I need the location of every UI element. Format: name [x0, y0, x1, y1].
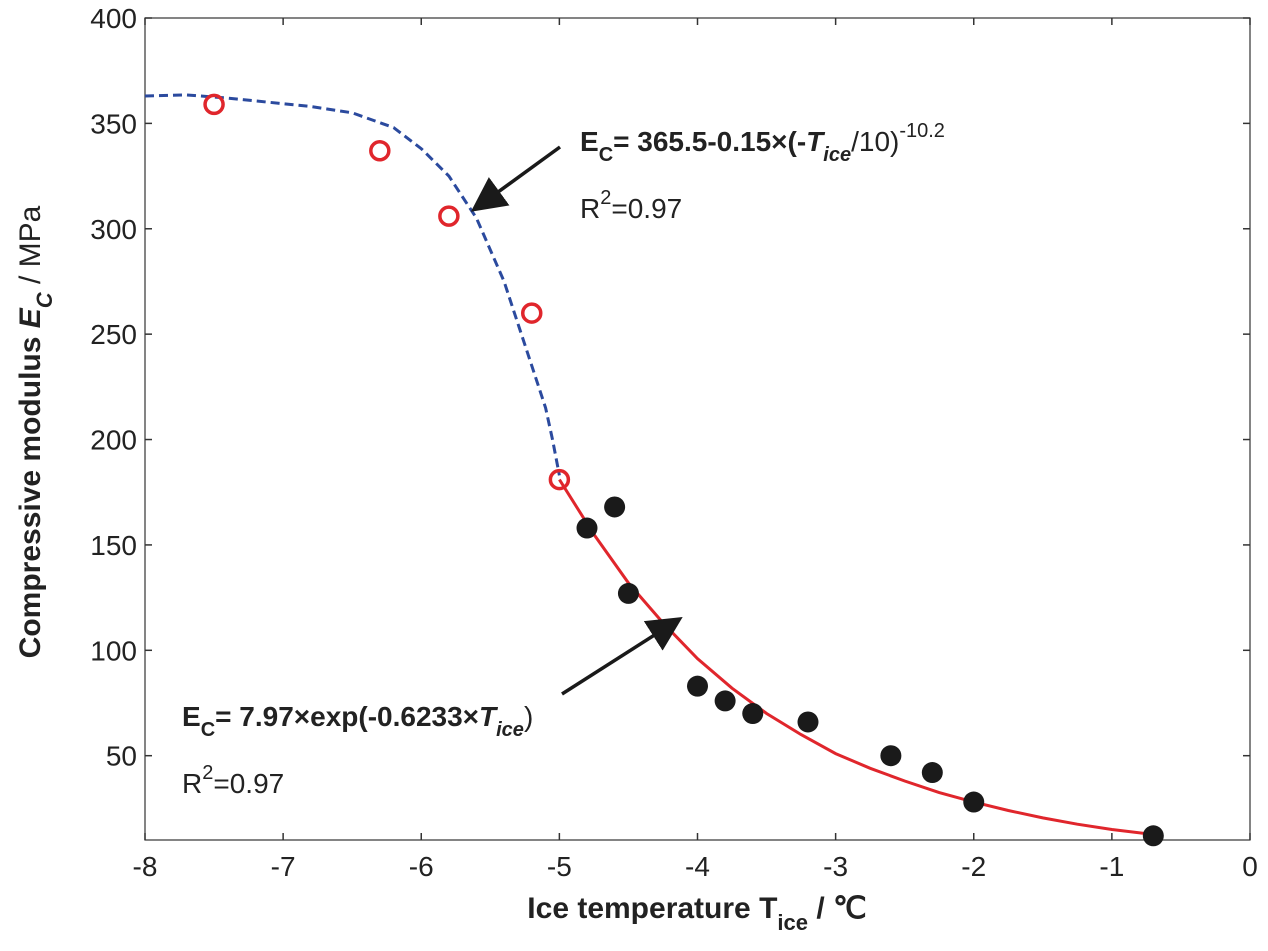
exponential-fit-line — [558, 478, 1154, 837]
open-data-point — [521, 302, 543, 324]
y-tick-label: 50 — [106, 741, 137, 772]
open-data-point — [203, 93, 225, 116]
tick-labels: -8 -7 -6 -5 -4 -3 -2 -1 0 50 100 150 200 250 300 350 400 — [90, 3, 1258, 882]
filled-data-point — [714, 690, 736, 712]
filled-data-point — [921, 762, 943, 784]
filled-data-point — [604, 496, 626, 518]
annotation-1-r2: R2=0.97 — [580, 187, 682, 224]
filled-data-point — [742, 703, 764, 725]
annotation-2-formula: EC= 7.97×exp(-0.6233×Tice) — [182, 701, 533, 741]
annotation-2-r2: R2=0.97 — [182, 762, 284, 799]
y-axis-title: Compressive modulus EC / MPa — [14, 205, 57, 658]
filled-data-point — [1142, 825, 1164, 847]
x-tick-label: -3 — [823, 851, 848, 882]
x-tick-label: -1 — [1099, 851, 1124, 882]
x-tick-label: -5 — [547, 851, 572, 882]
filled-data-point — [880, 745, 902, 767]
y-tick-label: 350 — [90, 108, 137, 139]
filled-data-point — [963, 791, 985, 813]
y-tick-label: 300 — [90, 214, 137, 245]
x-tick-label: 0 — [1242, 851, 1258, 882]
power-fit-line — [144, 93, 561, 476]
y-tick-label: 400 — [90, 3, 137, 34]
annotation-1-formula: EC= 365.5-0.15×(-Tice/10)-10.2 — [580, 120, 945, 166]
open-data-point — [438, 205, 460, 227]
y-tick-label: 150 — [90, 530, 137, 561]
filled-data-point — [687, 675, 708, 697]
x-tick-label: -2 — [961, 851, 986, 882]
annotation-2-arrow — [561, 617, 683, 696]
x-tick-label: -4 — [685, 851, 710, 882]
x-tick-label: -8 — [133, 851, 158, 882]
x-tick-label: -7 — [271, 851, 296, 882]
x-tick-label: -6 — [409, 851, 434, 882]
axis-ticks — [144, 17, 1251, 840]
x-axis-title: Ice temperature Tice / ℃ — [527, 892, 866, 935]
annotation-1-arrow — [470, 145, 562, 212]
y-tick-label: 250 — [90, 319, 137, 350]
filled-data-point — [617, 582, 639, 604]
filled-data-point — [576, 517, 598, 539]
data-markers — [203, 93, 1164, 847]
open-data-point — [369, 140, 391, 162]
y-tick-label: 100 — [90, 635, 137, 666]
filled-data-point — [797, 711, 819, 733]
open-data-point — [548, 468, 571, 491]
y-tick-label: 200 — [90, 425, 137, 456]
